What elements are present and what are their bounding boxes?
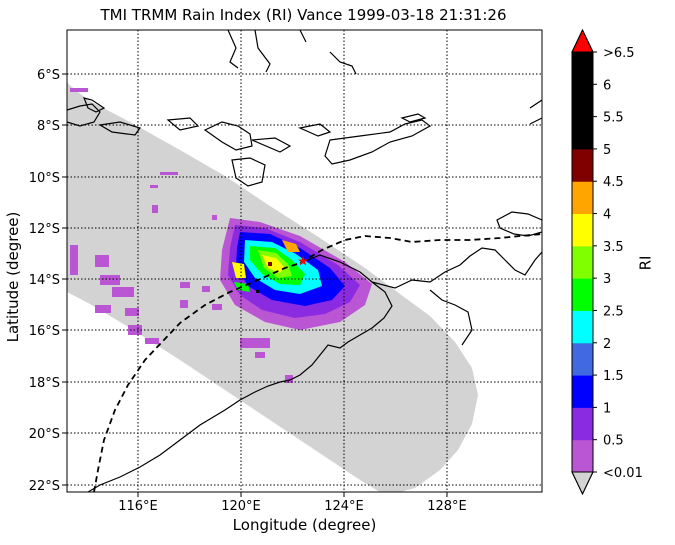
x-axis-label: Longitude (degree) <box>232 516 377 534</box>
colorbar-tick-label: 5.5 <box>603 111 624 126</box>
colorbar-tick-label: 1 <box>603 401 611 416</box>
colorbar-segment <box>572 310 593 344</box>
rain-scattered-cells <box>70 88 293 383</box>
colorbar-tick-label: 4.5 <box>603 175 624 190</box>
y-tick-label: 22°S <box>29 479 60 494</box>
storm-center-star <box>298 256 308 266</box>
colorbar <box>571 28 594 496</box>
map-frame <box>66 29 543 493</box>
y-tick-label: 14°S <box>29 273 60 288</box>
colorbar-tick-label: >6.5 <box>603 46 635 61</box>
chart-title: TMI TRMM Rain Index (RI) Vance 1999-03-1… <box>100 6 507 24</box>
colorbar-segment <box>572 148 593 182</box>
colorbar-tick-label: 3 <box>603 272 611 287</box>
colorbar-segment <box>572 52 593 85</box>
x-tick-label: 128°E <box>427 499 467 514</box>
colorbar-segment <box>572 342 593 376</box>
storm-track <box>93 233 542 492</box>
y-tick-label: 8°S <box>37 119 60 134</box>
colorbar-tick-label: 6 <box>603 78 611 93</box>
colorbar-ticks: <0.01 0.5 1 1.5 2 2.5 3 3.5 4 4.5 5 5.5 6 >6.5 <box>593 46 643 481</box>
colorbar-segment <box>572 407 593 441</box>
colorbar-tick-label: 1.5 <box>603 369 624 384</box>
x-axis-ticks <box>137 492 448 497</box>
y-tick-label: 20°S <box>29 427 60 442</box>
colorbar-segment <box>572 375 593 408</box>
gridlines <box>67 30 542 492</box>
y-axis-ticks <box>62 73 67 486</box>
colorbar-tick-label: 5 <box>603 143 611 158</box>
colorbar-segment <box>572 213 593 247</box>
colorbar-segment <box>572 84 593 118</box>
colorbar-tick-label: 2 <box>603 337 611 352</box>
colorbar-tick-label: 2.5 <box>603 304 624 319</box>
y-tick-label: 16°S <box>29 324 60 339</box>
colorbar-tick-label: 4 <box>603 208 611 223</box>
x-tick-label: 120°E <box>221 499 261 514</box>
y-tick-label: 12°S <box>29 222 60 237</box>
colorbar-tick-label: 3.5 <box>603 240 624 255</box>
colorbar-over-extension <box>571 28 594 53</box>
colorbar-segment <box>572 116 593 150</box>
colorbar-segment <box>572 245 593 279</box>
colorbar-segment <box>572 181 593 215</box>
colorbar-segment <box>572 439 593 473</box>
colorbar-under-extension <box>571 471 594 496</box>
colorbar-tick-label: 0.5 <box>603 434 624 449</box>
rain-storm-core <box>220 218 372 330</box>
y-tick-label: 10°S <box>29 171 60 186</box>
map-area <box>67 30 542 492</box>
colorbar-tick-label: <0.01 <box>603 466 643 481</box>
x-tick-label: 116°E <box>118 499 158 514</box>
colorbar-segment <box>572 278 593 311</box>
y-tick-label: 18°S <box>29 376 60 391</box>
y-tick-label: 6°S <box>37 68 60 83</box>
x-tick-label: 124°E <box>324 499 364 514</box>
